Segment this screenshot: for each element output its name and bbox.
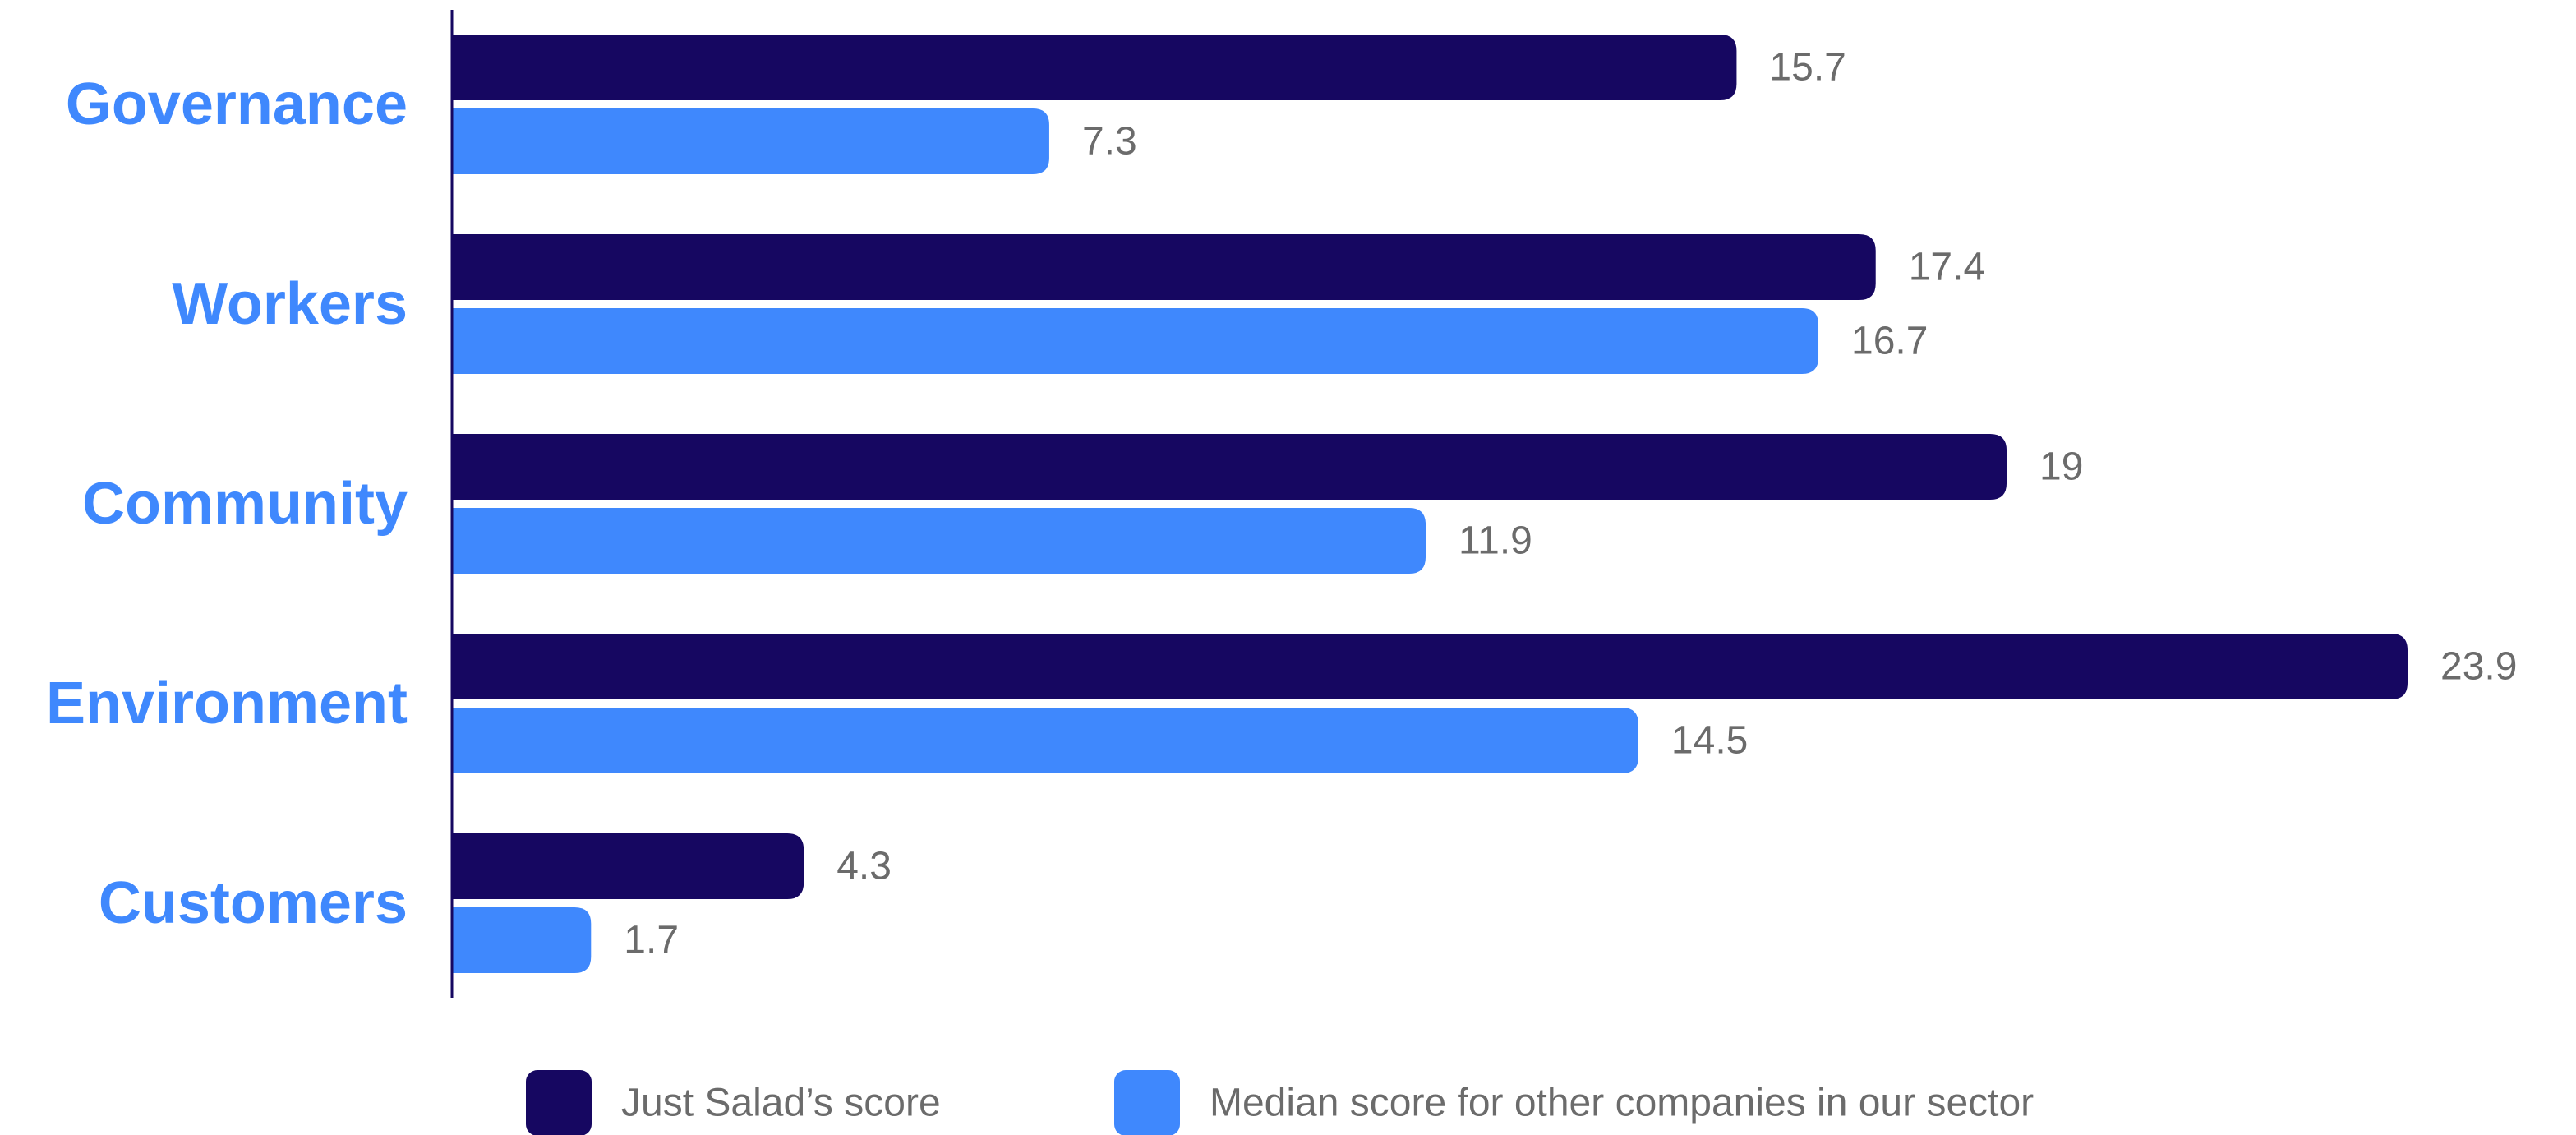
labels-layer: Governance 15.7 7.3 Workers 17.4 16.7 Communit… bbox=[46, 46, 2517, 962]
value-label-environment-series-1: 23.9 bbox=[2440, 645, 2517, 689]
bar-workers-series-2 bbox=[452, 308, 1819, 374]
legend: Just Salad’s score Median score for other… bbox=[526, 1070, 2034, 1135]
value-label-workers-series-2: 16.7 bbox=[1851, 320, 1928, 363]
legend-label-series-1: Just Salad’s score bbox=[621, 1082, 941, 1125]
bar-customers-series-2 bbox=[452, 907, 592, 973]
bar-environment-series-1 bbox=[452, 634, 2408, 699]
value-label-community-series-1: 19 bbox=[2039, 445, 2083, 489]
category-label-customers: Customers bbox=[99, 870, 408, 936]
category-label-community: Community bbox=[82, 471, 408, 537]
bar-workers-series-1 bbox=[452, 234, 1876, 300]
bar-customers-series-1 bbox=[452, 833, 804, 899]
category-label-workers: Workers bbox=[172, 271, 408, 337]
bars-layer bbox=[452, 35, 2408, 973]
value-label-customers-series-1: 4.3 bbox=[836, 845, 892, 888]
bar-governance-series-1 bbox=[452, 35, 1737, 100]
category-label-environment: Environment bbox=[46, 671, 408, 736]
value-label-governance-series-1: 15.7 bbox=[1769, 46, 1846, 90]
value-label-environment-series-2: 14.5 bbox=[1671, 719, 1748, 763]
legend-swatch-series-2 bbox=[1114, 1070, 1180, 1135]
value-label-customers-series-2: 1.7 bbox=[624, 919, 679, 962]
category-label-governance: Governance bbox=[66, 72, 408, 137]
bar-environment-series-2 bbox=[452, 708, 1638, 773]
value-label-community-series-2: 11.9 bbox=[1459, 519, 1532, 563]
legend-swatch-series-1 bbox=[526, 1070, 592, 1135]
value-label-workers-series-1: 17.4 bbox=[1909, 246, 1985, 289]
bar-governance-series-2 bbox=[452, 108, 1049, 174]
value-label-governance-series-2: 7.3 bbox=[1082, 120, 1137, 164]
bar-community-series-1 bbox=[452, 434, 2007, 500]
legend-label-series-2: Median score for other companies in our … bbox=[1210, 1082, 2034, 1125]
bar-community-series-2 bbox=[452, 508, 1426, 574]
